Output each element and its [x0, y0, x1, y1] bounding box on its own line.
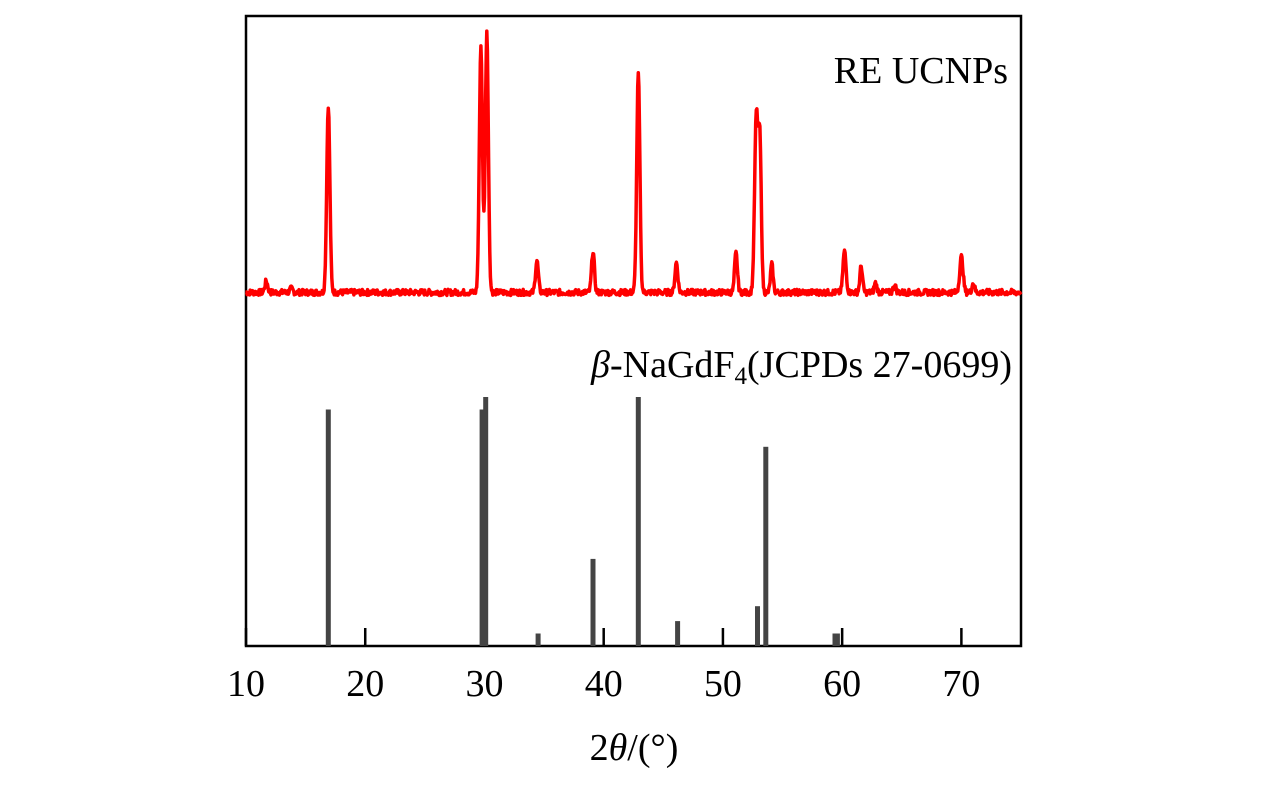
- reference-stick-6: [675, 621, 681, 646]
- reference-stick-3: [535, 633, 541, 646]
- x-tick-label-60: 60: [823, 663, 861, 705]
- x-tick-label-20: 20: [346, 663, 384, 705]
- x-tick-label-50: 50: [704, 663, 742, 705]
- reference-stick-5: [635, 397, 641, 646]
- reference-stick-4: [590, 558, 596, 646]
- x-tick-label-10: 10: [227, 663, 265, 705]
- x-axis-tick-labels: 10 20 30 40 50 60 70: [227, 663, 980, 705]
- x-tick-label-30: 30: [465, 663, 503, 705]
- reference-stick-0: [325, 409, 331, 646]
- series-label-nagdf4: β-NaGdF4(JCPDs 27-0699): [590, 344, 1012, 390]
- x-axis-ticks: [244, 628, 963, 646]
- plot-frame: [244, 14, 1023, 648]
- reference-sticks: [325, 397, 840, 646]
- reference-stick-1: [479, 409, 485, 646]
- series-label-re-ucnps: RE UCNPs: [834, 50, 1008, 92]
- series-re-ucnps-line: [244, 29, 1023, 298]
- reference-stick-10: [834, 633, 840, 646]
- reference-stick-8: [763, 446, 769, 646]
- x-tick-label-40: 40: [585, 663, 623, 705]
- x-axis-label: 2θ/(°): [590, 727, 679, 769]
- reference-stick-2: [483, 397, 489, 646]
- x-tick-label-70: 70: [942, 663, 980, 705]
- reference-stick-7: [755, 606, 760, 646]
